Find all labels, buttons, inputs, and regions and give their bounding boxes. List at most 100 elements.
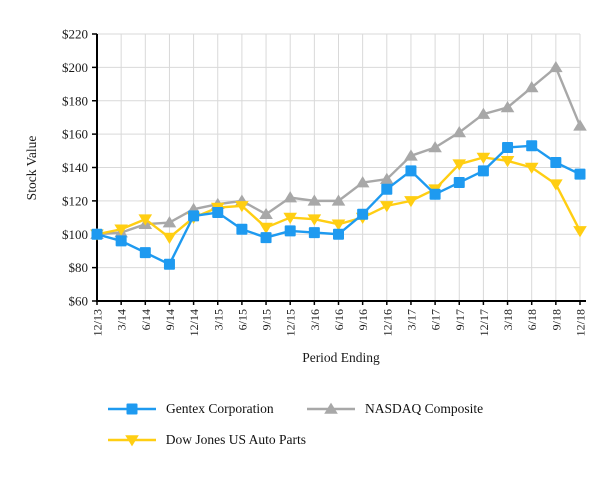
marker-nasdaq-composite-9-18: [549, 60, 563, 73]
marker-nasdaq-composite-9-14: [162, 216, 177, 228]
marker-gentex-corporation-6-16: [333, 228, 344, 240]
marker-dow-jones-us-auto-parts-6-14: [138, 214, 153, 226]
marker-gentex-corporation-6-15: [236, 223, 248, 235]
x-tick-label: 12/17: [477, 309, 491, 336]
marker-gentex-corporation-12-18: [574, 168, 586, 180]
legend-item-nasdaq-composite: NASDAQ Composite: [306, 401, 483, 417]
y-tick-label: $180: [62, 93, 88, 108]
nasdaq-composite-marker-icon: [324, 402, 338, 414]
y-tick-label: $160: [62, 127, 88, 142]
marker-gentex-corporation-9-17: [453, 177, 465, 189]
marker-dow-jones-us-auto-parts-12-16: [380, 201, 394, 213]
marker-dow-jones-us-auto-parts-9-15: [259, 222, 273, 234]
marker-dow-jones-us-auto-parts-12-18: [573, 226, 587, 238]
marker-gentex-corporation-3-14: [115, 235, 127, 247]
marker-gentex-corporation-12-16: [381, 183, 393, 195]
marker-dow-jones-us-auto-parts-3-14: [114, 224, 128, 236]
y-tick-label: $200: [62, 60, 88, 75]
marker-dow-jones-us-auto-parts-6-15: [235, 201, 249, 213]
x-tick-label: 12/13: [91, 309, 105, 336]
marker-dow-jones-us-auto-parts-6-18: [524, 162, 539, 174]
marker-nasdaq-composite-12-16: [380, 172, 394, 184]
x-tick-label: 3/16: [308, 309, 322, 330]
x-tick-label: 6/15: [235, 309, 249, 330]
x-tick-label: 6/17: [429, 309, 443, 330]
y-axis-title: Stock Value: [24, 136, 39, 201]
marker-dow-jones-us-auto-parts-3-18: [500, 156, 515, 168]
marker-dow-jones-us-auto-parts-6-16: [331, 219, 346, 231]
x-tick-label: 9/17: [453, 309, 467, 330]
axes: [92, 33, 586, 305]
marker-gentex-corporation-9-16: [357, 208, 369, 220]
marker-nasdaq-composite-9-16: [355, 176, 370, 188]
legend-label: Dow Jones US Auto Parts: [165, 432, 306, 447]
y-tick-label: $120: [62, 193, 88, 208]
x-axis-title: Period Ending: [302, 350, 380, 365]
marker-dow-jones-us-auto-parts-3-17: [404, 196, 418, 208]
legend-label: NASDAQ Composite: [365, 401, 484, 416]
y-tick-label: $220: [62, 27, 88, 42]
marker-gentex-corporation-3-18: [502, 141, 514, 153]
marker-nasdaq-composite-9-15: [259, 207, 273, 220]
marker-dow-jones-us-auto-parts-9-14: [162, 232, 177, 244]
marker-gentex-corporation-9-14: [163, 258, 175, 270]
marker-gentex-corporation-9-18: [550, 156, 562, 168]
y-tick-label: $100: [62, 227, 88, 242]
dow-jones-us-auto-parts-marker-icon: [125, 435, 139, 447]
y-tick-label: $140: [62, 160, 88, 175]
x-tick-label: 6/16: [332, 309, 346, 330]
marker-dow-jones-us-auto-parts-12-17: [476, 152, 491, 164]
marker-gentex-corporation-12-13: [91, 228, 103, 240]
marker-gentex-corporation-3-15: [212, 207, 224, 219]
marker-gentex-corporation-6-14: [139, 247, 151, 259]
x-tick-label: 3/18: [501, 309, 515, 330]
marker-gentex-corporation-3-16: [308, 227, 320, 239]
marker-gentex-corporation-6-18: [526, 140, 538, 152]
marker-nasdaq-composite-9-17: [452, 126, 467, 138]
x-tick-label: 3/17: [404, 309, 418, 330]
stock-performance-chart: $60 $80 $100 $120 $140 $160 $180 $200 $220 12/13 3…: [24, 27, 588, 366]
x-tick-label: 3/14: [115, 309, 129, 330]
gridlines: [97, 33, 581, 301]
x-tick-label: 12/16: [380, 309, 394, 336]
y-tick-label: $60: [69, 294, 89, 309]
marker-nasdaq-composite-6-17: [428, 141, 442, 153]
marker-dow-jones-us-auto-parts-12-15: [283, 212, 297, 224]
x-tick-label: 6/18: [525, 309, 539, 330]
marker-nasdaq-composite-12-18: [573, 119, 587, 131]
marker-nasdaq-composite-3-17: [404, 149, 418, 161]
marker-gentex-corporation-12-14: [188, 210, 200, 222]
marker-gentex-corporation-6-17: [429, 188, 441, 200]
marker-gentex-corporation-12-17: [477, 165, 489, 177]
gentex-corporation-line-marker-icon: [108, 403, 156, 415]
legend-item-dow-jones-us-auto-parts: Dow Jones US Auto Parts: [107, 432, 306, 448]
x-tick-label: 9/15: [260, 309, 274, 330]
chart-series: [90, 60, 587, 270]
marker-gentex-corporation-12-15: [284, 225, 296, 237]
marker-dow-jones-us-auto-parts-9-17: [452, 159, 467, 171]
dow-jones-us-auto-parts-line-marker-icon: [108, 435, 156, 447]
marker-nasdaq-composite-6-16: [331, 194, 346, 206]
chart-legend: Gentex Corporation NASDAQ Composite Dow …: [107, 401, 483, 448]
marker-nasdaq-composite-3-16: [307, 194, 322, 206]
marker-nasdaq-composite-3-18: [500, 101, 515, 113]
marker-nasdaq-composite-12-15: [283, 191, 297, 203]
marker-dow-jones-us-auto-parts-9-18: [549, 179, 563, 191]
legend-label: Gentex Corporation: [166, 401, 274, 416]
x-tick-label: 6/14: [139, 309, 153, 330]
x-tick-label: 12/15: [284, 309, 298, 336]
marker-nasdaq-composite-6-18: [524, 81, 539, 93]
x-tick-label: 9/18: [549, 309, 563, 330]
x-tick-label: 12/18: [574, 309, 588, 336]
gentex-corporation-marker-icon: [126, 403, 138, 415]
x-tick-label: 12/14: [187, 309, 201, 336]
x-tick-label: 3/15: [211, 309, 225, 330]
marker-nasdaq-composite-12-17: [476, 107, 491, 119]
axis-tick-labels: $60 $80 $100 $120 $140 $160 $180 $200 $220 12/13 3…: [62, 27, 588, 337]
x-tick-label: 9/16: [356, 309, 370, 330]
marker-gentex-corporation-9-15: [260, 232, 272, 244]
marker-gentex-corporation-3-17: [405, 165, 417, 177]
y-tick-label: $80: [69, 260, 89, 275]
x-tick-label: 9/14: [163, 309, 177, 330]
